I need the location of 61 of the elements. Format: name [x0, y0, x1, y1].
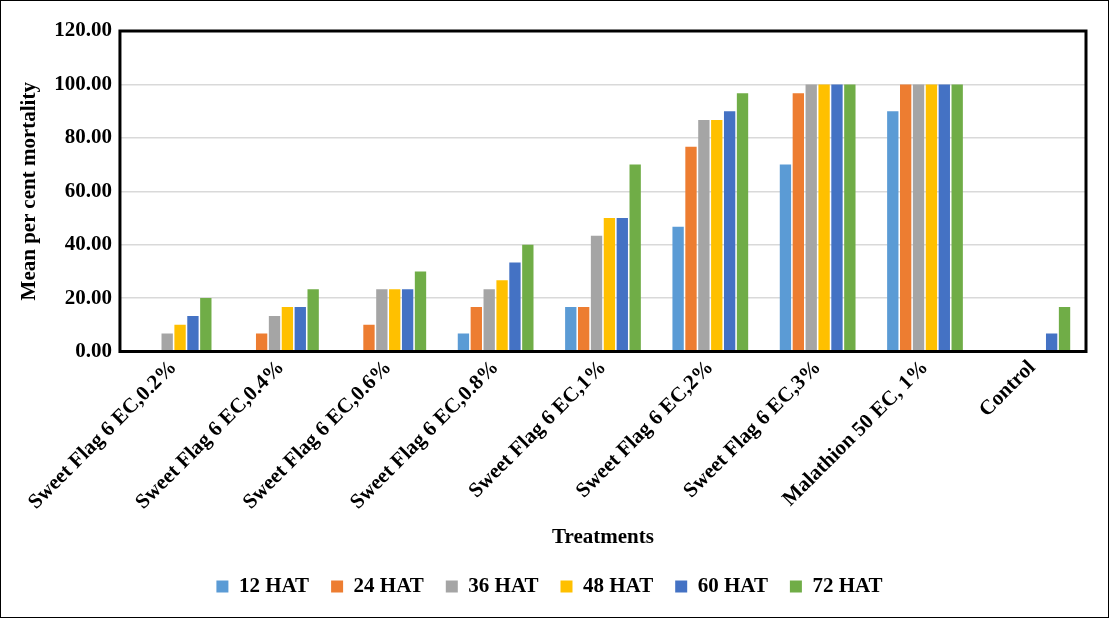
- bar: [565, 306, 577, 351]
- bar: [509, 262, 521, 351]
- legend-label: 60 HAT: [697, 572, 768, 597]
- bar: [577, 306, 590, 351]
- bar: [938, 84, 950, 351]
- legend-label: 24 HAT: [353, 572, 424, 597]
- bar: [779, 164, 792, 351]
- bar: [457, 333, 470, 351]
- bar: [281, 306, 294, 351]
- bar: [887, 111, 899, 351]
- bar: [831, 84, 843, 351]
- y-tick-label: 0.00: [75, 337, 112, 362]
- bar: [522, 244, 534, 351]
- y-tick-label: 40.00: [64, 231, 112, 256]
- bar: [723, 111, 736, 351]
- bar: [294, 306, 306, 351]
- bar: [470, 306, 482, 351]
- bar: [818, 84, 830, 351]
- bar: [496, 280, 508, 351]
- bar: [1045, 333, 1058, 351]
- x-axis-title: Treatments: [552, 523, 654, 548]
- bar: [483, 289, 495, 351]
- bar: [187, 315, 199, 351]
- bar: [161, 333, 173, 351]
- y-tick-label: 100.00: [54, 70, 112, 95]
- bar: [672, 226, 684, 351]
- bar: [389, 289, 401, 351]
- y-tick-label: 60.00: [64, 177, 112, 202]
- legend-label: 48 HAT: [583, 572, 654, 597]
- bar: [1058, 306, 1071, 351]
- y-tick-label: 20.00: [64, 284, 112, 309]
- bar: [736, 93, 749, 351]
- bar: [900, 84, 912, 351]
- bar: [307, 289, 319, 351]
- legend-label: 72 HAT: [812, 572, 883, 597]
- y-tick-label: 120.00: [54, 17, 112, 42]
- y-axis-title: Mean per cent mortality: [16, 81, 41, 301]
- bar: [629, 164, 641, 351]
- bar: [792, 93, 804, 351]
- bar: [376, 289, 388, 351]
- bar: [363, 324, 375, 351]
- bar: [844, 84, 856, 351]
- bar: [200, 298, 212, 351]
- bar: [616, 217, 628, 351]
- bar: [414, 271, 427, 351]
- bar: [711, 119, 723, 351]
- legend-label: 12 HAT: [238, 572, 310, 597]
- bar: [401, 289, 414, 351]
- bar: [590, 235, 603, 351]
- bar: [698, 119, 710, 351]
- bar: [174, 324, 186, 351]
- bar: [951, 84, 963, 351]
- bar: [685, 146, 697, 351]
- bar: [925, 84, 938, 351]
- bar: [603, 217, 616, 351]
- bar: [255, 333, 268, 351]
- bar: [268, 315, 281, 351]
- bar: [912, 84, 925, 351]
- y-tick-label: 80.00: [64, 124, 112, 149]
- bar: [805, 84, 817, 351]
- legend-label: 36 HAT: [468, 572, 539, 597]
